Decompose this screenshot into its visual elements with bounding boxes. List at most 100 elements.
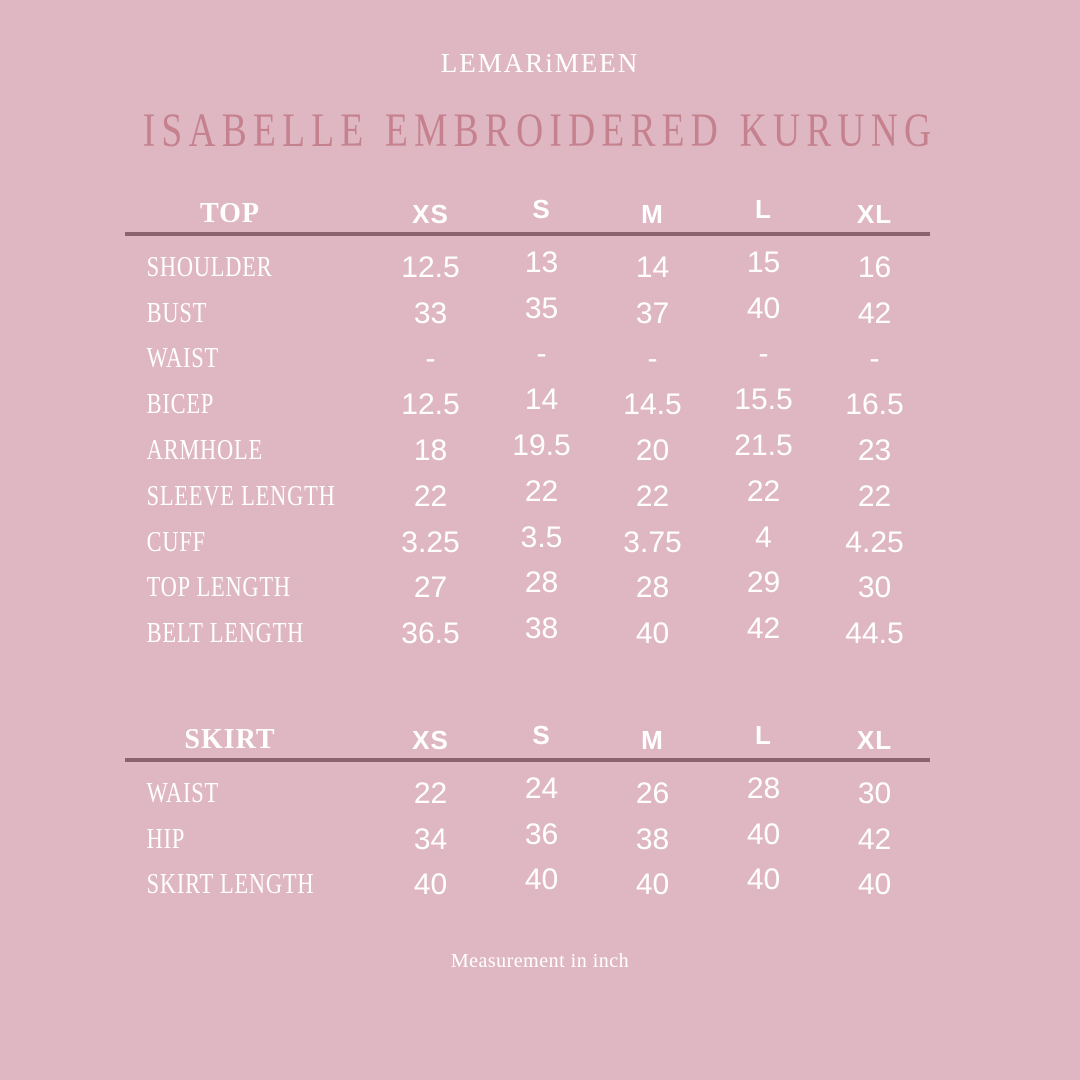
measurement-value: 40 [635,617,670,651]
measurement-value: 35 [524,291,559,325]
size-column-header: S [532,193,551,224]
measurement-value: 18 [413,434,448,468]
measurement-value: 22 [746,474,781,508]
measurement-value: - [536,337,547,371]
size-column-header: L [755,193,772,224]
measurement-value: 37 [635,296,670,330]
table-row: WAIST - - - - - [125,337,930,383]
row-label: TOP LENGTH [146,572,291,604]
size-column-header: XS [412,724,449,755]
measurement-value: 34 [413,822,448,856]
measurement-value: 20 [635,434,670,468]
top-table-body: SHOULDER 12.5 13 14 15 16 BUST 33 35 37 40 42 WAIST -… [125,236,930,657]
table-row: TOP LENGTH 27 28 28 29 30 [125,566,930,612]
measurement-value: 16 [857,250,892,284]
measurement-value: 40 [857,868,892,902]
row-label: ARMHOLE [146,435,263,467]
table-row: BUST 33 35 37 40 42 [125,291,930,337]
measurement-value: 38 [524,612,559,646]
size-column-header: XS [412,198,449,229]
measurement-value: 38 [635,822,670,856]
top-table-header-row: TOP XS S M L XL [125,193,930,232]
measurement-value: 16.5 [845,388,904,422]
table-row: WAIST 22 24 26 28 30 [125,771,930,817]
measurement-value: 36 [524,817,559,851]
table-row: BELT LENGTH 36.5 38 40 42 44.5 [125,611,930,657]
measurement-value: 3.75 [623,525,682,559]
measurement-value: 40 [635,868,670,902]
measurement-value: 40 [746,291,781,325]
size-column-header: XL [856,198,893,229]
size-column-header: XL [856,724,893,755]
measurement-value: 4 [755,520,772,554]
page-title: ISABELLE EMBROIDERED KURUNG [142,104,938,157]
measurement-value: 14 [635,250,670,284]
measurement-value: 22 [413,479,448,513]
brand-logo: LEMARiMEEN [440,48,640,78]
measurement-value: 28 [746,771,781,805]
measurement-value: 29 [746,566,781,600]
measurement-value: 3.25 [401,525,460,559]
row-label: SLEEVE LENGTH [146,480,336,512]
measurement-value: 40 [746,863,781,897]
measurement-value: 40 [746,817,781,851]
measurement-value: 33 [413,296,448,330]
table-row: ARMHOLE 18 19.5 20 21.5 23 [125,428,930,474]
measurement-value: 42 [746,612,781,646]
table-title: TOP [199,198,261,229]
top-size-table: TOP XS S M L XL SHOULDER 12.5 13 14 15 16 BUST 33 35 3… [125,193,930,657]
size-column-header: S [532,719,551,750]
row-label: BICEP [146,389,215,421]
skirt-table-header-row: SKIRT XS S M L XL [125,719,930,758]
measurement-value: 26 [635,776,670,810]
size-column-header: M [641,724,664,755]
measurement-value: 22 [857,479,892,513]
measurement-value: 15 [746,245,781,279]
size-column-header: L [755,719,772,750]
measurement-value: 24 [524,771,559,805]
measurement-value: - [647,342,658,376]
top-table-divider [125,232,930,236]
measurement-value: 13 [524,245,559,279]
measurement-value: 23 [857,434,892,468]
row-label: HIP [146,823,186,855]
row-label: SHOULDER [146,251,273,283]
measurement-value: 30 [857,776,892,810]
measurement-value: 42 [857,296,892,330]
measurement-value: 44.5 [845,617,904,651]
table-title: SKIRT [184,724,276,755]
measurement-value: 22 [635,479,670,513]
table-row: HIP 34 36 38 40 42 [125,817,930,863]
measurement-value: 22 [413,776,448,810]
row-label: CUFF [146,526,206,558]
skirt-size-table: SKIRT XS S M L XL WAIST 22 24 26 28 30 HIP 34 36 38 40 4… [125,719,930,908]
measurement-value: 36.5 [401,617,460,651]
measurement-value: 12.5 [401,388,460,422]
measurement-value: 30 [857,571,892,605]
table-row: SHOULDER 12.5 13 14 15 16 [125,245,930,291]
row-label: WAIST [146,777,220,809]
measurement-value: 12.5 [401,250,460,284]
table-row: SLEEVE LENGTH 22 22 22 22 22 [125,474,930,520]
measurement-value: 14 [524,383,559,417]
measurement-value: 14.5 [623,388,682,422]
measurement-value: 28 [524,566,559,600]
measurement-unit-note: Measurement in inch [450,950,630,972]
row-label: BUST [146,297,208,329]
measurement-value: 42 [857,822,892,856]
row-label: SKIRT LENGTH [146,869,315,901]
table-row: BICEP 12.5 14 14.5 15.5 16.5 [125,382,930,428]
measurement-value: 40 [413,868,448,902]
measurement-value: 40 [524,863,559,897]
table-row: CUFF 3.25 3.5 3.75 4 4.25 [125,520,930,566]
table-row: SKIRT LENGTH 40 40 40 40 40 [125,863,930,909]
measurement-value: - [758,337,769,371]
size-column-header: M [641,198,664,229]
row-label: WAIST [146,343,220,375]
measurement-value: 15.5 [734,383,793,417]
measurement-value: 28 [635,571,670,605]
measurement-value: - [869,342,880,376]
measurement-value: 19.5 [512,429,571,463]
skirt-table-body: WAIST 22 24 26 28 30 HIP 34 36 38 40 42 SKIRT LENGTH… [125,762,930,908]
measurement-value: 27 [413,571,448,605]
